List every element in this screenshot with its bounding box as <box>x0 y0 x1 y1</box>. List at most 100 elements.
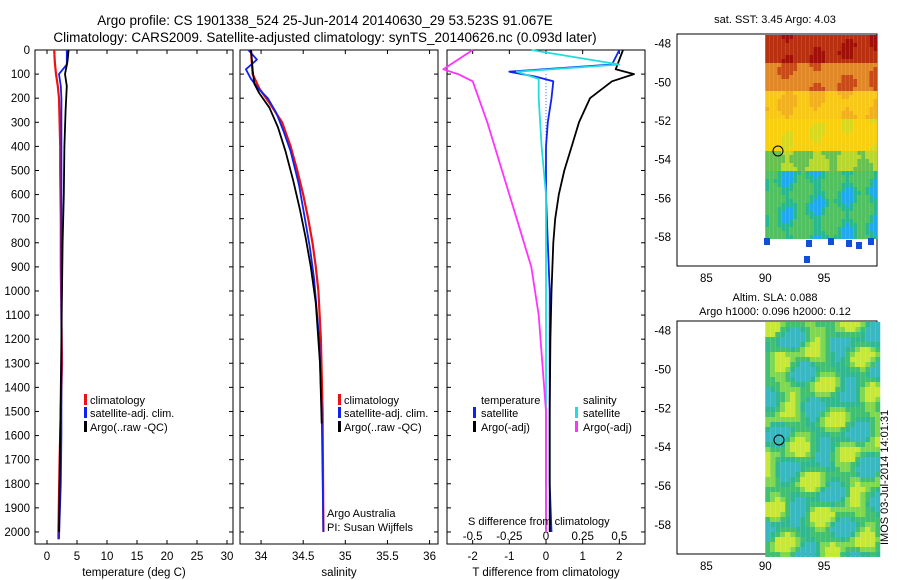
sla-cell <box>790 402 796 407</box>
sst-cell <box>849 107 854 111</box>
sst-cell <box>857 59 862 63</box>
sla-cell <box>795 347 801 352</box>
sst-cell <box>873 103 878 107</box>
sst-cell <box>777 163 782 167</box>
sla-cell <box>815 552 821 557</box>
sla-cell <box>830 447 836 452</box>
sla-cell <box>775 497 781 502</box>
sla-cell <box>835 367 841 372</box>
sst-cell <box>829 59 834 63</box>
sla-cell <box>795 512 801 517</box>
sst-cell <box>773 179 778 183</box>
sst-cell <box>833 223 838 227</box>
sst-cell <box>777 43 782 47</box>
sst-cell <box>861 43 866 47</box>
sst-cell <box>817 155 822 159</box>
sla-cell <box>870 492 876 497</box>
sla-cell <box>765 492 771 497</box>
sst-cell <box>781 55 786 59</box>
sst-cell <box>769 131 774 135</box>
sst-cell <box>777 147 782 151</box>
sst-cell <box>801 195 806 199</box>
sla-cell <box>820 487 826 492</box>
sla-cell <box>780 402 786 407</box>
sst-cell <box>797 59 802 63</box>
sst-cell <box>809 195 814 199</box>
sst-cell <box>781 223 786 227</box>
sst-cell <box>821 195 826 199</box>
sla-cell <box>780 467 786 472</box>
sla-cell <box>790 347 796 352</box>
map-y-tick-label: -52 <box>654 116 671 128</box>
sla-cell <box>765 512 771 517</box>
sst-cell <box>869 223 874 227</box>
sla-cell <box>780 442 786 447</box>
sst-cell <box>765 179 770 183</box>
sla-cell <box>765 462 771 467</box>
sla-cell <box>875 502 881 507</box>
sst-cell <box>781 91 786 95</box>
sst-cell <box>833 47 838 51</box>
sla-cell <box>810 447 816 452</box>
sla-cell <box>820 397 826 402</box>
sst-cell <box>825 227 830 231</box>
sla-cell <box>840 357 846 362</box>
sla-cell <box>860 337 866 342</box>
sla-cell <box>870 382 876 387</box>
sla-argo-location-marker <box>773 434 785 446</box>
sst-cell <box>865 59 870 63</box>
sst-cell <box>805 191 810 195</box>
sla-cell <box>775 552 781 557</box>
sst-cell <box>853 67 858 71</box>
sst-cell <box>797 39 802 43</box>
sst-cell <box>801 99 806 103</box>
sst-cell <box>805 183 810 187</box>
sla-cell <box>810 362 816 367</box>
sst-cell <box>857 151 862 155</box>
sst-cell <box>825 203 830 207</box>
sst-cell <box>869 139 874 143</box>
sst-cell <box>861 67 866 71</box>
sst-cell <box>765 135 770 139</box>
sla-cell <box>825 407 831 412</box>
sla-cell <box>840 462 846 467</box>
sst-cell <box>785 155 790 159</box>
sst-cell <box>869 199 874 203</box>
sst-cell <box>805 231 810 235</box>
sst-cell <box>849 183 854 187</box>
sst-cell <box>817 71 822 75</box>
sst-cell <box>873 171 878 175</box>
sst-cell <box>777 63 782 67</box>
sla-cell <box>870 332 876 337</box>
sst-cell <box>865 123 870 127</box>
sst-cell <box>869 71 874 75</box>
sst-cell <box>841 147 846 151</box>
sst-cell <box>865 171 870 175</box>
sst-cell <box>801 223 806 227</box>
sla-cell <box>770 432 776 437</box>
sst-cell <box>853 227 858 231</box>
sst-cell <box>865 183 870 187</box>
sst-cell <box>825 215 830 219</box>
sla-cell <box>780 542 786 547</box>
sst-cell <box>857 207 862 211</box>
sst-cell <box>841 95 846 99</box>
sla-cell <box>770 357 776 362</box>
sla-cell <box>875 482 881 487</box>
sla-cell <box>815 472 821 477</box>
sst-cell <box>829 163 834 167</box>
sla-cell <box>765 362 771 367</box>
sla-cell <box>820 332 826 337</box>
sst-cell <box>817 219 822 223</box>
sla-cell <box>850 492 856 497</box>
sla-cell <box>780 322 786 327</box>
sla-cell <box>835 422 841 427</box>
sst-cell <box>785 203 790 207</box>
sla-cell <box>825 527 831 532</box>
sla-cell <box>775 322 781 327</box>
sst-cell <box>845 219 850 223</box>
sla-cell <box>855 362 861 367</box>
sst-cell <box>813 163 818 167</box>
sla-cell <box>795 322 801 327</box>
sla-cell <box>835 357 841 362</box>
